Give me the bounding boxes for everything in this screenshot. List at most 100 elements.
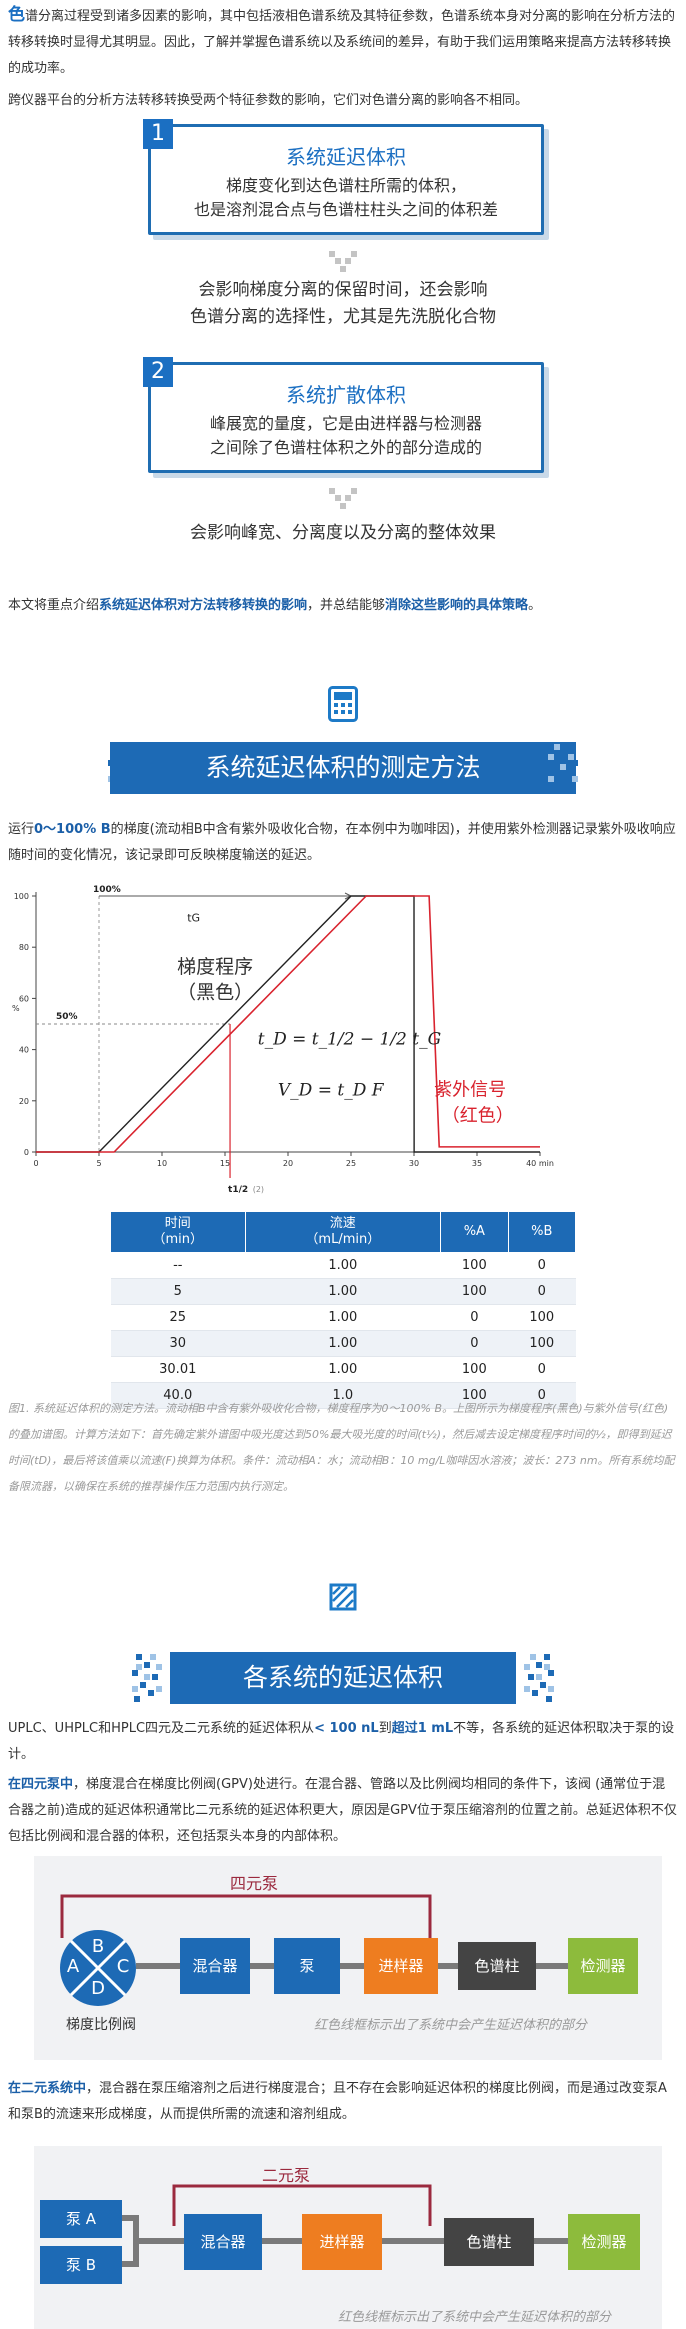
binary-pump-label: 二元泵 xyxy=(262,2166,311,2185)
card-delay-volume: 1 系统延迟体积 梯度变化到达色谱柱所需的体积， 也是溶剂混合点与色谱柱柱头之间… xyxy=(143,119,544,235)
section1-p-highlight: 0～100% B xyxy=(34,822,111,837)
intro-paragraph: 色谱分离过程受到诸多因素的影响，其中包括液相色谱系统及其特征参数，色谱系统本身对… xyxy=(0,2,686,82)
equation-vd: V_D = t_D F xyxy=(278,1081,385,1101)
chevron-down-icon xyxy=(329,488,357,509)
intro: 色谱分离过程受到诸多因素的影响，其中包括液相色谱系统及其特征参数，色谱系统本身对… xyxy=(0,2,686,114)
quat-column-box: 色谱柱 xyxy=(458,1942,536,1990)
gradient-chart: 0 20 40 60 80 100 0 5 10 15 20 25 30 35 40 min% 50% 100%… xyxy=(0,868,576,1208)
table-cell: 100 xyxy=(508,1330,576,1357)
binary-note: 红色线框标示出了系统中会产生延迟体积的部分 xyxy=(338,2310,612,2325)
equation-td: t_D = t_1/2 − 1/2 t_G xyxy=(258,1029,441,1049)
quat-detector-box: 检测器 xyxy=(568,1938,638,1994)
y-tick-label: 20 xyxy=(19,1097,29,1106)
x-tick-label: 35 xyxy=(472,1159,482,1168)
uv-label-line2: （红色） xyxy=(442,1105,514,1126)
s2-p1-end: 不等，各系统的延迟体积取决于泵的设计。 xyxy=(8,1721,675,1762)
binary-column-box: 色谱柱 xyxy=(444,2218,534,2266)
table-cell: 0 xyxy=(508,1252,576,1279)
gradient-label-line2: （黑色） xyxy=(177,981,253,1003)
uv-label-line1: 紫外信号 xyxy=(434,1080,506,1101)
card1-effect-line1: 会影响梯度分离的保留时间，还会影响 xyxy=(198,280,488,300)
binary-pump-diagram: 二元泵 泵 A 泵 B 混合器 进样器 色谱柱 检测器 红色线框标示出了系统中会… xyxy=(34,2146,662,2329)
table-cell: 30.01 xyxy=(110,1356,246,1383)
card-body-line1: 梯度变化到达色谱柱所需的体积， xyxy=(225,176,466,195)
section1-p-pre: 运行 xyxy=(8,822,35,837)
x-tick-label: 10 xyxy=(157,1159,167,1168)
binary-detector-box: 检测器 xyxy=(568,2214,640,2270)
table-cell: 1.00 xyxy=(245,1304,441,1331)
top-pct-label: 100% xyxy=(93,885,121,895)
s2-p1-hl1: < 100 nL xyxy=(314,1721,379,1736)
valve-letter-b: B xyxy=(91,1936,105,1957)
table-cell: 100 xyxy=(440,1252,509,1279)
valve-letter-d: D xyxy=(91,1978,105,1999)
section2-paragraph-2: 在四元泵中，梯度混合在梯度比例阀(GPV)处进行。在混合器、管路以及比例阀均相同… xyxy=(0,1772,686,1850)
card-body-line2: 也是溶剂混合点与色谱柱柱头之间的体积差 xyxy=(193,200,498,219)
table-cell: 5 xyxy=(110,1278,246,1305)
binary-mixer-box: 混合器 xyxy=(184,2214,262,2270)
valve-label: 梯度比例阀 xyxy=(66,2017,136,2033)
card-body-line2: 之间除了色谱柱体积之外的部分造成的 xyxy=(209,438,482,457)
table-cell: 30 xyxy=(110,1330,246,1357)
table-cell: 40.0 xyxy=(110,1382,246,1409)
summary-end: 。 xyxy=(528,598,542,613)
s2-p1-pre: UPLC、UHPLC和HPLC四元及二元系统的延迟体积从 xyxy=(8,1721,315,1736)
table-row: -- 1.00 100 0 xyxy=(110,1252,576,1279)
valve-letter-a: A xyxy=(66,1956,80,1977)
x-tick-label: 20 xyxy=(283,1159,293,1168)
uv-signal-line xyxy=(36,895,540,1153)
card-dispersion-volume: 2 系统扩散体积 峰展宽的量度，它是由进样器与检测器 之间除了色谱柱体积之外的部… xyxy=(143,357,544,473)
pixel-decoration-left xyxy=(132,1654,162,1702)
section2-paragraph-1: UPLC、UHPLC和HPLC四元及二元系统的延迟体积从< 100 nL到超过1… xyxy=(0,1716,686,1768)
table-body: -- 1.00 100 0 5 1.00 100 0 25 1.00 0 100 30 1.00 0 100 3… xyxy=(110,1252,576,1409)
quat-injector-box: 进样器 xyxy=(364,1938,438,1994)
section-title-banner: 系统延迟体积的测定方法 xyxy=(110,742,576,794)
y-tick-label: 0 xyxy=(24,1148,29,1157)
summary-highlight-2: 消除这些影响的具体策略 xyxy=(385,598,529,613)
table-header-cell: %B xyxy=(507,1211,577,1253)
y-tick-label: 40 xyxy=(19,1046,29,1055)
table-cell: 0 xyxy=(440,1304,509,1331)
table-cell: -- xyxy=(110,1252,246,1279)
figure-caption: 图1. 系统延迟体积的测定方法。流动相B中含有紫外吸收化合物，梯度程序为0～10… xyxy=(8,1402,675,1493)
tg-label: tG xyxy=(187,912,200,925)
quat-pump-box: 泵 xyxy=(274,1938,340,1994)
section1-p-rest: 的梯度(流动相B中含有紫外吸收化合物，在本例中为咖啡因)，并使用紫外检测器记录紫… xyxy=(8,822,676,863)
card2-effect-line1: 会影响峰宽、分离度以及分离的整体效果 xyxy=(190,523,496,543)
s2-p1-mid: 到 xyxy=(378,1721,392,1736)
table-cell: 1.00 xyxy=(245,1356,441,1383)
card-number: 1 xyxy=(143,119,173,149)
table-cell: 25 xyxy=(110,1304,246,1331)
section1-paragraph: 运行0～100% B的梯度(流动相B中含有紫外吸收化合物，在本例中为咖啡因)，并… xyxy=(0,817,686,869)
y-tick-label: 80 xyxy=(19,943,29,952)
table-cell: 100 xyxy=(508,1304,576,1331)
t-half-note: (2) xyxy=(253,1185,264,1194)
table-cell: 0 xyxy=(508,1382,576,1409)
card-body-line1: 峰展宽的量度，它是由进样器与检测器 xyxy=(209,414,482,433)
table-row: 30.01 1.00 100 0 xyxy=(110,1356,576,1383)
s2-p2-rest: ，梯度混合在梯度比例阀(GPV)处进行。在混合器、管路以及比例阀均相同的条件下，… xyxy=(8,1777,677,1844)
chevron-down-icon xyxy=(329,251,357,272)
card-title: 系统扩散体积 xyxy=(286,383,406,407)
card-number: 2 xyxy=(143,357,173,387)
table-header-cell: %A xyxy=(440,1211,509,1253)
table-cell: 1.0 xyxy=(245,1382,441,1409)
pixel-decoration-right xyxy=(548,744,578,792)
table-cell: 0 xyxy=(508,1278,576,1305)
quat-note: 红色线框标示出了系统中会产生延迟体积的部分 xyxy=(314,2018,588,2033)
valve-letter-c: C xyxy=(116,1956,130,1977)
table-cell: 100 xyxy=(440,1382,509,1409)
s2-p3-rest: ，混合器在泵压缩溶剂之后进行梯度混合；且不存在会影响延迟体积的梯度比例阀，而是通… xyxy=(8,2081,667,2122)
drop-cap: 色 xyxy=(8,5,25,25)
x-tick-label: 25 xyxy=(346,1159,356,1168)
table-cell: 100 xyxy=(440,1278,509,1305)
summary-paragraph: 本文将重点介绍系统延迟体积对方法转移转换的影响，并总结能够消除这些影响的具体策略… xyxy=(0,593,686,619)
table-cell: 1.00 xyxy=(245,1278,441,1305)
quaternary-pump-diagram: 四元泵 B A C D 梯度比例阀 混合器 泵 进样器 色谱柱 检测器 红色线框… xyxy=(34,1856,662,2060)
pixel-decoration-right xyxy=(524,1654,554,1702)
table-cell: 1.00 xyxy=(245,1330,441,1357)
s2-p1-hl2: 超过1 mL xyxy=(391,1721,454,1736)
table-cell: 1.00 xyxy=(245,1252,441,1279)
summary-mid: ，并总结能够 xyxy=(307,598,386,613)
card-title: 系统延迟体积 xyxy=(286,145,406,169)
